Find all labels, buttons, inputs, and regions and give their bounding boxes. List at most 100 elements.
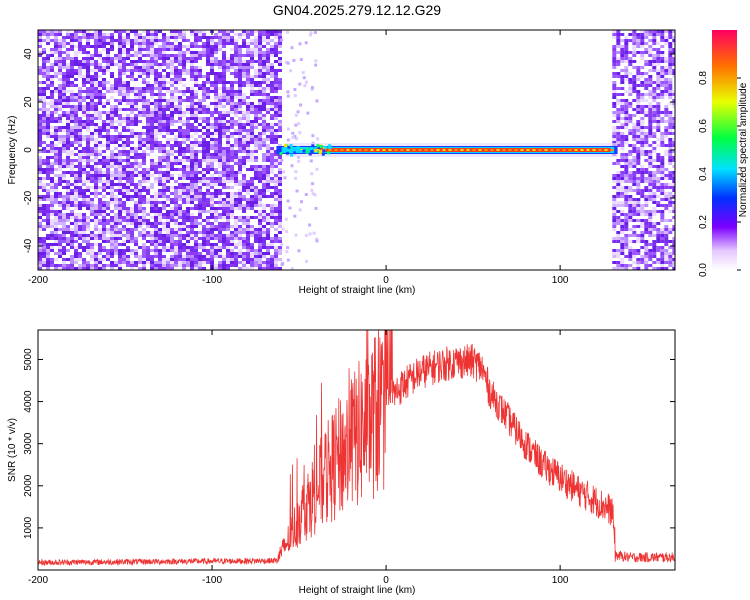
heat-cell [102,255,106,258]
heat-cell [640,42,645,45]
heat-cell [206,234,210,237]
heat-cell [296,146,300,150]
heat-cell [289,144,293,148]
heat-cell [226,36,230,39]
heat-cell [234,231,238,234]
heat-cell [170,153,174,156]
heat-cell [262,267,266,270]
heat-cell [62,141,66,144]
heat-cell [138,156,142,159]
heat-cell [624,240,629,243]
heat-cell [254,192,258,195]
heat-cell [66,132,70,135]
heat-cell [182,54,186,57]
heat-cell [222,33,226,36]
heat-cell [632,174,637,177]
heat-cell [234,78,238,81]
heat-cell [170,84,174,87]
heat-cell [170,159,174,162]
heat-cell [166,156,170,159]
heat-cell [250,135,254,138]
heat-cell [62,234,66,237]
heat-cell [94,111,98,114]
heat-cell [114,138,118,141]
heat-cell [82,171,86,174]
heat-cell [142,72,146,75]
heat-cell [78,225,82,228]
heat-cell [74,267,78,270]
heat-cell [86,195,90,198]
heat-cell [274,69,278,72]
heat-cell [46,216,50,219]
heat-cell [50,54,54,57]
heat-cell [178,147,182,150]
heat-cell [46,177,50,180]
heat-cell [166,195,170,198]
heat-cell [154,177,158,180]
heat-cell [230,237,234,240]
heat-cell [54,102,58,105]
heat-cell [178,105,182,108]
heat-cell [234,225,238,228]
heat-cell [226,216,230,219]
heat-cell [254,48,258,51]
heat-cell [250,123,254,126]
heat-cell [648,177,653,180]
heat-cell [301,71,305,75]
heat-cell [238,183,242,186]
heat-cell [190,108,194,111]
heat-cell [98,258,102,261]
heat-cell [266,72,270,75]
heat-cell [178,54,182,57]
heat-cell [636,183,641,186]
heat-cell [138,114,142,117]
heat-cell [38,228,42,231]
heat-cell [162,267,166,270]
heat-cell [158,129,162,132]
heat-cell [242,183,246,186]
heat-cell [274,261,278,264]
heat-cell [150,30,154,33]
heat-cell [652,117,657,120]
heat-cell [652,210,657,213]
heat-cell [258,222,262,225]
heat-cell [218,126,222,129]
heat-cell [202,51,206,54]
heat-cell [110,162,114,165]
heat-cell [628,228,633,231]
heat-cell [38,30,42,33]
heat-cell [628,159,633,162]
heat-cell [612,63,617,66]
heat-cell [218,36,222,39]
heat-cell [142,213,146,216]
heat-cell [262,69,266,72]
heat-cell [126,186,130,189]
heat-cell [238,54,242,57]
heat-cell [660,60,665,63]
heat-cell [210,252,214,255]
heat-cell [648,225,653,228]
heat-cell [74,126,78,129]
heat-cell [110,141,114,144]
heat-cell [262,36,266,39]
heat-cell [238,84,242,87]
heat-cell [170,30,174,33]
heat-cell [98,210,102,213]
heat-cell [246,231,250,234]
heat-cell [78,87,82,90]
heat-cell [214,255,218,258]
heat-cell [648,114,653,117]
heat-cell [218,150,222,153]
heat-cell [632,180,637,183]
heat-cell [62,222,66,225]
heat-cell [258,57,262,60]
heat-cell [82,261,86,264]
heat-cell [58,249,62,252]
heat-cell [656,186,661,189]
heat-cell [636,78,641,81]
heat-cell [202,138,206,141]
heat-cell [242,72,246,75]
heat-cell [118,153,122,156]
heat-cell [644,177,649,180]
heat-cell [142,243,146,246]
